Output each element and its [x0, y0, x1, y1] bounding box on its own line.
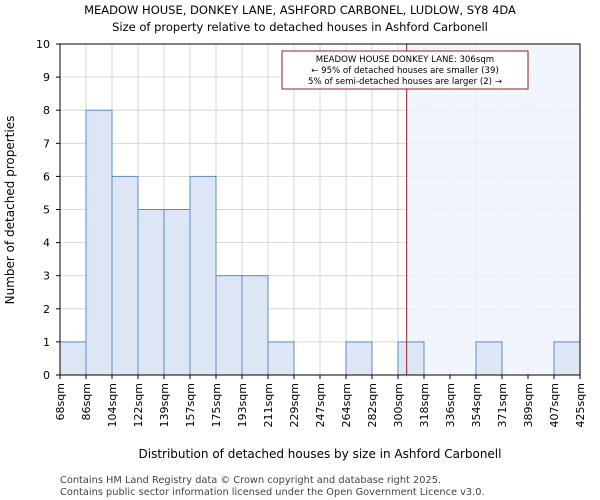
x-tick-label: 389sqm [522, 383, 535, 427]
footer-line-1: Contains HM Land Registry data © Crown c… [60, 475, 441, 486]
bar [85, 109, 113, 376]
x-axis-label: Distribution of detached houses by size … [139, 447, 502, 461]
x-tick-label: 122sqm [132, 383, 145, 427]
x-tick-label: 407sqm [548, 383, 561, 427]
bar [241, 275, 269, 376]
x-tick-label: 247sqm [314, 383, 327, 427]
x-tick-label: 354sqm [470, 383, 483, 427]
bar [59, 341, 87, 376]
bar [267, 341, 295, 376]
bar [397, 341, 425, 376]
y-tick-label: 8 [43, 104, 50, 117]
x-tick-label: 336sqm [444, 383, 457, 427]
x-tick-label: 425sqm [574, 383, 587, 427]
x-tick-label: 300sqm [392, 383, 405, 427]
x-tick-label: 68sqm [54, 383, 67, 420]
y-axis-ticks: 0 1 2 3 4 5 6 7 8 9 10 [36, 38, 60, 382]
x-tick-label: 175sqm [210, 383, 223, 427]
y-tick-label: 10 [36, 38, 50, 51]
x-axis-ticks: 68sqm 86sqm 104sqm 122sqm 139sqm 157sqm 175sqm… [54, 375, 587, 427]
x-tick-label: 157sqm [184, 383, 197, 427]
y-tick-label: 1 [43, 336, 50, 349]
bar [137, 209, 165, 376]
x-tick-label: 264sqm [340, 383, 353, 427]
y-axis-label: Number of detached properties [3, 116, 17, 305]
bar [163, 209, 191, 376]
annotation-line-title: MEADOW HOUSE DONKEY LANE: 306sqm [316, 55, 494, 65]
x-tick-label: 104sqm [106, 383, 119, 427]
bar [215, 275, 243, 376]
bar [189, 175, 217, 376]
y-tick-label: 7 [43, 137, 50, 150]
bar [475, 341, 503, 376]
y-tick-label: 3 [43, 270, 50, 283]
annotation-line-smaller: ← 95% of detached houses are smaller (39… [311, 66, 499, 76]
x-tick-label: 211sqm [262, 383, 275, 427]
bar [345, 341, 373, 376]
y-tick-label: 6 [43, 170, 50, 183]
y-tick-label: 5 [43, 204, 50, 217]
y-tick-label: 0 [43, 369, 50, 382]
bars [59, 109, 581, 376]
bar [553, 341, 581, 376]
annotation-frame [281, 50, 529, 90]
chart-title: MEADOW HOUSE, DONKEY LANE, ASHFORD CARBO… [84, 3, 516, 17]
x-tick-label: 371sqm [496, 383, 509, 427]
larger-area-shading [406, 44, 580, 375]
annotation-line-larger: 5% of semi-detached houses are larger (2… [308, 77, 502, 87]
y-tick-label: 4 [43, 237, 50, 250]
chart-subtitle: Size of property relative to detached ho… [112, 20, 488, 34]
footer-line-2: Contains public sector information licen… [60, 487, 485, 498]
annotation-box: MEADOW HOUSE DONKEY LANE: 306sqm ← 95% o… [281, 50, 529, 90]
x-tick-label: 86sqm [80, 383, 93, 420]
bar [111, 175, 139, 376]
y-tick-label: 2 [43, 303, 50, 316]
x-tick-label: 193sqm [236, 383, 249, 427]
x-tick-label: 318sqm [418, 383, 431, 427]
y-tick-label: 9 [43, 71, 50, 84]
x-tick-label: 139sqm [158, 383, 171, 427]
x-tick-label: 229sqm [288, 383, 301, 427]
x-tick-label: 282sqm [366, 383, 379, 427]
